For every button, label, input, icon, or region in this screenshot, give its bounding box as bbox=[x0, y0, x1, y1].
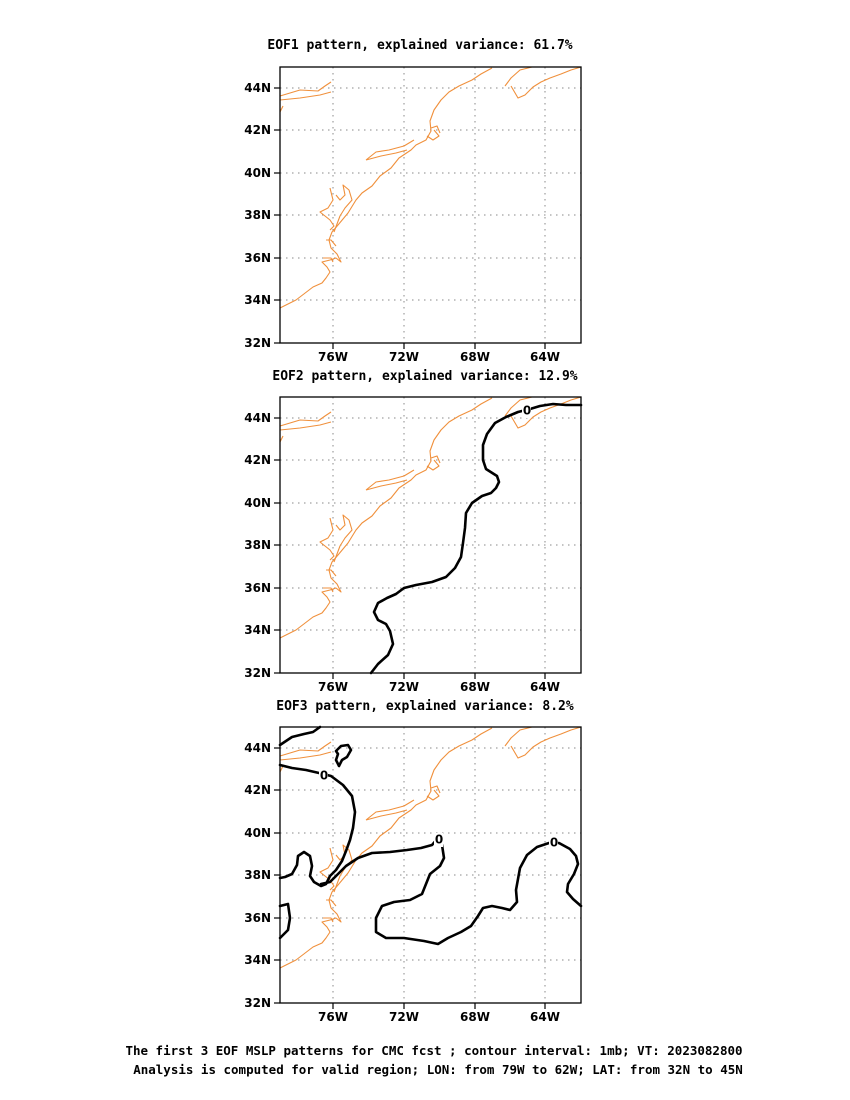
x-tick-label: 64W bbox=[530, 350, 560, 364]
contour-labels: 0 bbox=[522, 404, 531, 418]
map-frame bbox=[279, 726, 582, 1004]
x-tick-label: 76W bbox=[318, 680, 348, 694]
y-tick-label: 42N bbox=[244, 783, 271, 797]
contour-label: 0 bbox=[320, 769, 328, 783]
y-tick-label: 32N bbox=[244, 666, 271, 680]
y-tick-label: 42N bbox=[244, 453, 271, 467]
coastline bbox=[279, 396, 582, 639]
x-tick-label: 76W bbox=[318, 1010, 348, 1024]
y-tick-label: 38N bbox=[244, 208, 271, 222]
y-tick-label: 34N bbox=[244, 953, 271, 967]
x-tick-label: 68W bbox=[460, 680, 490, 694]
contour-labels: 0 0 0 bbox=[319, 769, 558, 850]
y-tick-label: 40N bbox=[244, 826, 271, 840]
coastline bbox=[279, 66, 582, 309]
y-tick-label: 36N bbox=[244, 911, 271, 925]
figure-caption: The first 3 EOF MSLP patterns for CMC fc… bbox=[125, 1043, 742, 1077]
gridlines bbox=[280, 397, 581, 673]
map-frame bbox=[279, 396, 582, 674]
caption-line-2: Analysis is computed for valid region; L… bbox=[133, 1062, 743, 1077]
panel-eof1: EOF1 pattern, explained variance: 61.7% bbox=[244, 38, 582, 364]
x-tick-label: 68W bbox=[460, 1010, 490, 1024]
panel-eof3: EOF3 pattern, explained variance: 8.2% bbox=[244, 699, 583, 1024]
x-tick-label: 72W bbox=[389, 680, 419, 694]
x-axis-ticks: 76W 72W 68W 64W bbox=[318, 1003, 560, 1024]
contour-label: 0 bbox=[435, 833, 443, 847]
x-tick-label: 76W bbox=[318, 350, 348, 364]
x-tick-label: 72W bbox=[389, 350, 419, 364]
panel-title: EOF3 pattern, explained variance: 8.2% bbox=[276, 699, 574, 714]
panel-title: EOF1 pattern, explained variance: 61.7% bbox=[267, 38, 572, 53]
y-tick-label: 36N bbox=[244, 251, 271, 265]
zero-contour bbox=[369, 402, 583, 675]
x-tick-label: 72W bbox=[389, 1010, 419, 1024]
contours bbox=[278, 725, 583, 946]
x-axis-ticks: 76W 72W 68W 64W bbox=[318, 673, 560, 694]
y-tick-label: 40N bbox=[244, 496, 271, 510]
y-tick-label: 32N bbox=[244, 336, 271, 350]
panel-title: EOF2 pattern, explained variance: 12.9% bbox=[272, 369, 577, 384]
y-tick-label: 44N bbox=[244, 411, 271, 425]
y-tick-label: 44N bbox=[244, 741, 271, 755]
y-tick-label: 40N bbox=[244, 166, 271, 180]
y-tick-label: 38N bbox=[244, 538, 271, 552]
y-tick-label: 42N bbox=[244, 123, 271, 137]
y-tick-label: 36N bbox=[244, 581, 271, 595]
y-tick-label: 32N bbox=[244, 996, 271, 1010]
x-tick-label: 68W bbox=[460, 350, 490, 364]
x-tick-label: 64W bbox=[530, 680, 560, 694]
x-axis-ticks: 76W 72W 68W 64W bbox=[318, 343, 560, 364]
y-axis-ticks: 44N 42N 40N 38N 36N 34N 32N bbox=[244, 81, 280, 350]
map-frame bbox=[279, 66, 582, 344]
y-tick-label: 34N bbox=[244, 623, 271, 637]
y-axis-ticks: 44N 42N 40N 38N 36N 34N 32N bbox=[244, 411, 280, 680]
y-tick-label: 34N bbox=[244, 293, 271, 307]
y-tick-label: 44N bbox=[244, 81, 271, 95]
y-tick-label: 38N bbox=[244, 868, 271, 882]
y-axis-ticks: 44N 42N 40N 38N 36N 34N 32N bbox=[244, 741, 280, 1010]
panel-eof2: EOF2 pattern, explained variance: 12.9% bbox=[244, 369, 583, 694]
contour-label: 0 bbox=[550, 836, 558, 850]
x-tick-label: 64W bbox=[530, 1010, 560, 1024]
contour-label: 0 bbox=[523, 404, 531, 418]
caption-line-1: The first 3 EOF MSLP patterns for CMC fc… bbox=[125, 1043, 742, 1058]
gridlines bbox=[280, 67, 581, 343]
